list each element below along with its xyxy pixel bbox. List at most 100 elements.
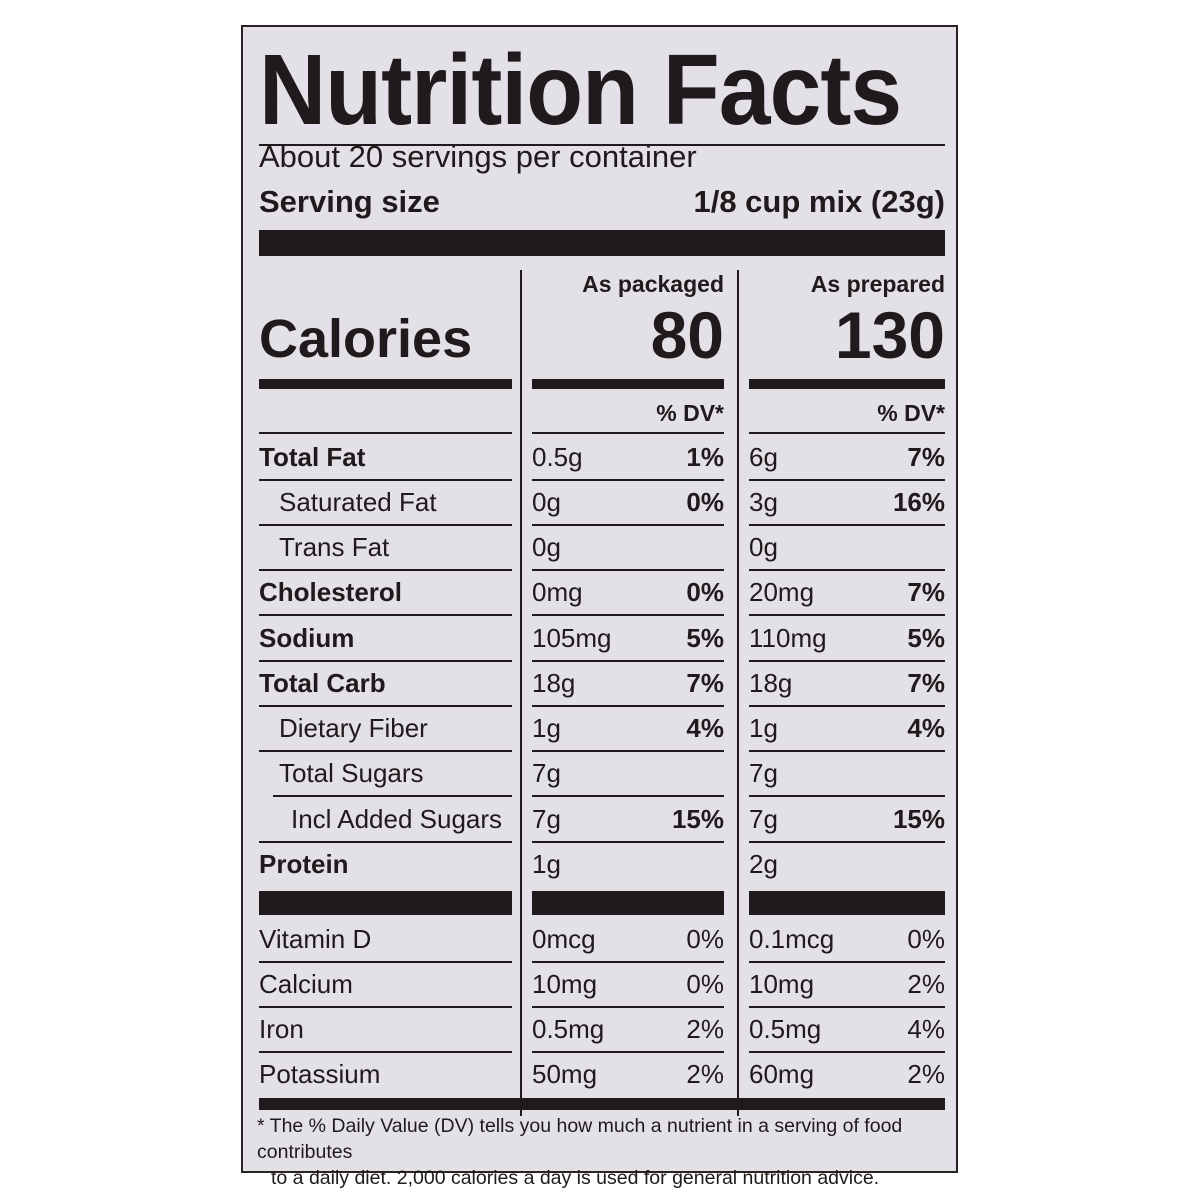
column-divider-2 bbox=[737, 270, 739, 1116]
prepared-amount: 18g bbox=[749, 668, 793, 698]
vitamin-name: Vitamin D bbox=[259, 924, 372, 954]
nutrient-row-sodium: Sodium 105mg 5% 110mg 5% bbox=[243, 617, 956, 662]
prepared-amount: 7g bbox=[749, 758, 778, 788]
calories-bar-prepared bbox=[749, 379, 945, 389]
packaged-amount: 0.5g bbox=[532, 442, 583, 472]
vitamin-row-calcium: Calcium 10mg 0% 10mg 2% bbox=[243, 963, 956, 1008]
nutrient-row-added-sugars: Incl Added Sugars 7g 15% 7g 15% bbox=[243, 798, 956, 843]
packaged-dv: 7% bbox=[686, 668, 724, 698]
prepared-amount: 110mg bbox=[749, 623, 827, 653]
nutrient-name: Protein bbox=[259, 849, 349, 879]
nutrient-name: Total Fat bbox=[259, 442, 366, 472]
row-divider bbox=[749, 795, 945, 797]
packaged-dv: 1% bbox=[686, 442, 724, 472]
prepared-amount: 2g bbox=[749, 849, 778, 879]
prepared-amount: 3g bbox=[749, 487, 778, 517]
title-divider bbox=[259, 144, 945, 146]
prepared-amount: 6g bbox=[749, 442, 778, 472]
row-divider bbox=[749, 524, 945, 526]
prepared-amount: 0.1mcg bbox=[749, 924, 835, 954]
prepared-dv: 7% bbox=[907, 577, 945, 607]
nutrient-row-total-sugars: Total Sugars 7g 7g bbox=[243, 752, 956, 797]
nutrient-name: Incl Added Sugars bbox=[291, 804, 503, 834]
prepared-dv: 4% bbox=[907, 713, 945, 743]
nutrient-name: Saturated Fat bbox=[279, 487, 437, 517]
prepared-amount: 60mg bbox=[749, 1059, 815, 1089]
nutrient-name: Trans Fat bbox=[279, 532, 390, 562]
packaged-dv: 2% bbox=[686, 1014, 724, 1044]
prepared-dv bbox=[749, 526, 945, 569]
row-divider bbox=[532, 841, 724, 843]
row-divider bbox=[749, 614, 945, 616]
vitamin-name: Potassium bbox=[259, 1059, 381, 1089]
row-divider bbox=[259, 479, 512, 481]
prepared-dv: 5% bbox=[907, 623, 945, 653]
row-divider bbox=[259, 841, 512, 843]
packaged-dv: 0% bbox=[686, 487, 724, 517]
packaged-dv: 2% bbox=[686, 1059, 724, 1089]
packaged-dv: 0% bbox=[686, 924, 724, 954]
row-divider bbox=[749, 569, 945, 571]
vitamin-name: Calcium bbox=[259, 969, 353, 999]
row-divider bbox=[259, 660, 512, 662]
prepared-amount: 1g bbox=[749, 713, 778, 743]
nutrient-name: Dietary Fiber bbox=[279, 713, 428, 743]
row-divider bbox=[749, 660, 945, 662]
row-divider bbox=[532, 660, 724, 662]
footnote-line-2: to a daily diet. 2,000 calories a day is… bbox=[271, 1167, 880, 1189]
row-divider bbox=[532, 1006, 724, 1008]
row-divider bbox=[259, 1006, 512, 1008]
row-divider bbox=[532, 569, 724, 571]
packaged-dv: 4% bbox=[686, 713, 724, 743]
packaged-amount: 18g bbox=[532, 668, 576, 698]
row-divider bbox=[273, 795, 512, 797]
packaged-amount: 1g bbox=[532, 713, 561, 743]
vitamin-name: Iron bbox=[259, 1014, 304, 1044]
row-divider bbox=[259, 1051, 512, 1053]
row-divider bbox=[532, 750, 724, 752]
vitamin-row-vitamin-d: Vitamin D 0mcg 0% 0.1mcg 0% bbox=[243, 918, 956, 963]
row-divider bbox=[259, 750, 512, 752]
packaged-amount: 7g bbox=[532, 804, 561, 834]
row-divider bbox=[532, 1051, 724, 1053]
dv-divider-packaged bbox=[532, 432, 724, 434]
row-divider bbox=[532, 705, 724, 707]
prepared-dv bbox=[749, 752, 945, 795]
serving-size-value: 1/8 cup mix (23g) bbox=[693, 184, 945, 219]
row-divider bbox=[532, 961, 724, 963]
nutrition-facts-label: Nutrition Facts About 20 servings per co… bbox=[241, 25, 958, 1189]
row-divider bbox=[532, 524, 724, 526]
column-heading-prepared: As prepared bbox=[810, 271, 945, 297]
footnote-bar bbox=[259, 1098, 945, 1110]
prepared-amount: 0g bbox=[749, 532, 778, 562]
prepared-dv bbox=[749, 843, 945, 886]
prepared-dv: 0% bbox=[907, 924, 945, 954]
packaged-amount: 0g bbox=[532, 487, 561, 517]
vitamin-bar-name bbox=[259, 891, 512, 915]
label-title: Nutrition Facts bbox=[259, 34, 902, 146]
vitamin-row-iron: Iron 0.5mg 2% 0.5mg 4% bbox=[243, 1008, 956, 1053]
serving-thick-bar bbox=[259, 230, 945, 256]
packaged-amount: 0.5mg bbox=[532, 1014, 605, 1044]
packaged-dv: 0% bbox=[686, 577, 724, 607]
column-divider-1 bbox=[520, 270, 522, 1116]
nutrient-name: Total Sugars bbox=[279, 758, 424, 788]
calories-prepared: 130 bbox=[834, 298, 945, 372]
packaged-amount: 105mg bbox=[532, 623, 612, 653]
row-divider bbox=[259, 524, 512, 526]
nutrient-row-saturated-fat: Saturated Fat 0g 0% 3g 16% bbox=[243, 481, 956, 526]
dv-heading-prepared: % DV* bbox=[877, 400, 945, 426]
nutrient-row-total-fat: Total Fat 0.5g 1% 6g 7% bbox=[243, 436, 956, 481]
packaged-amount: 10mg bbox=[532, 969, 598, 999]
packaged-dv: 5% bbox=[686, 623, 724, 653]
row-divider bbox=[259, 961, 512, 963]
daily-value-footnote: * The % Daily Value (DV) tells you how m… bbox=[257, 1113, 947, 1191]
prepared-dv: 4% bbox=[907, 1014, 945, 1044]
packaged-amount: 0mcg bbox=[532, 924, 596, 954]
calories-bar-name bbox=[259, 379, 512, 389]
prepared-amount: 20mg bbox=[749, 577, 815, 607]
packaged-dv bbox=[532, 843, 724, 886]
dv-heading-packaged: % DV* bbox=[656, 400, 724, 426]
prepared-dv: 7% bbox=[907, 442, 945, 472]
row-divider bbox=[749, 705, 945, 707]
